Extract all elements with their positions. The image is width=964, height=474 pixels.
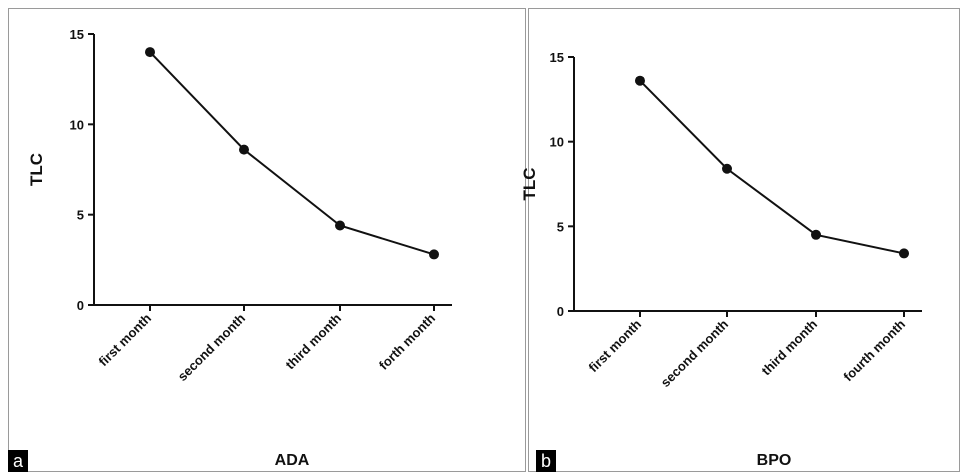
panel-a-y-tick-label: 10 (70, 117, 84, 132)
panel-a-data-point (239, 144, 249, 155)
panel-b-data-point (722, 163, 732, 174)
panel-a-y-tick-label: 15 (70, 27, 84, 42)
panel-a-x-tick-label: third month (282, 310, 344, 372)
panel-b-frame (528, 8, 960, 472)
panel-b-y-tick-label: 0 (557, 304, 564, 319)
panel-b-y-tick-label: 15 (550, 50, 564, 65)
panel-letter-a: a (8, 450, 29, 472)
panel-a-y-tick-label: 0 (77, 298, 84, 313)
panel-b-data-point (635, 75, 645, 86)
panel-b-x-tick-label: third month (758, 316, 820, 378)
panel-a-x-tick-label: second month (175, 310, 248, 383)
panel-b-y-tick-label: 5 (557, 219, 564, 234)
panel-b-data-point (811, 229, 821, 240)
panel-b-y-axis-label: TLC (520, 167, 539, 200)
panel-b-x-axis-label: BPO (757, 452, 792, 469)
panel-a-series-line (149, 51, 435, 256)
panel-a-data-point (335, 220, 345, 231)
panel-letter-b: b (536, 450, 557, 472)
panel-a-x-axis-label: ADA (275, 452, 310, 469)
panel-b-series-line (639, 80, 905, 255)
panel-a-x-tick-label: first month (96, 310, 155, 369)
panel-a-chart: 0 5 10 15 first month second month third month… (27, 27, 452, 469)
panel-a-x-tick-label: forth month (376, 310, 438, 372)
panel-b-x-tick-label: fourth month (840, 316, 908, 384)
panel-b-chart: 0 5 10 15 first month second month third month… (520, 50, 922, 469)
panel-a-data-point (145, 47, 155, 58)
panel-b-x-tick-label: second month (658, 316, 731, 389)
panel-a-y-axis-label: TLC (27, 153, 46, 186)
panel-b-x-tick-label: first month (586, 316, 645, 375)
panel-a-data-point (429, 249, 439, 260)
panel-a-y-tick-label: 5 (77, 208, 84, 223)
panel-b-y-tick-label: 10 (550, 135, 564, 150)
panel-b-data-point (899, 248, 909, 259)
